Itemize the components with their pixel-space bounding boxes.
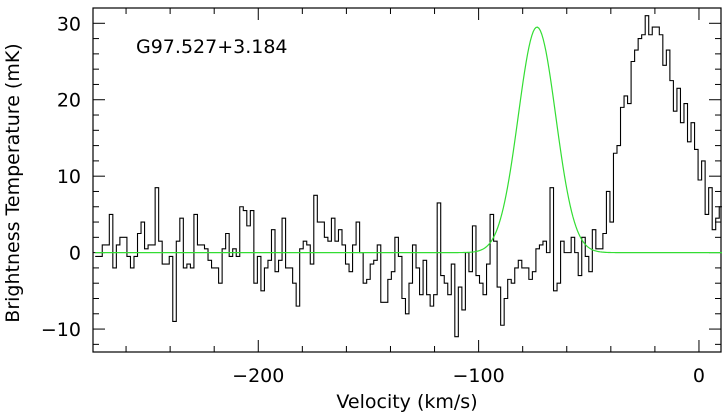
y-tick-label: −10	[41, 319, 81, 341]
plot-frame	[92, 7, 722, 353]
y-tick-label: 10	[57, 166, 81, 188]
x-tick-label: −200	[232, 365, 284, 387]
gaussian-fit-line	[95, 26, 722, 254]
spectrum-histogram-line	[95, 15, 722, 338]
y-tick-label: 30	[57, 13, 81, 35]
x-tick-label: −100	[453, 365, 505, 387]
y-axis-label: Brightness Temperature (mK)	[2, 43, 24, 322]
x-tick-label: 0	[693, 365, 705, 387]
source-name-annotation: G97.527+3.184	[136, 36, 288, 58]
x-axis-label: Velocity (km/s)	[336, 391, 477, 413]
y-tick-label: 20	[57, 90, 81, 112]
axis-ticks	[93, 7, 721, 352]
y-tick-label: 0	[69, 243, 81, 265]
